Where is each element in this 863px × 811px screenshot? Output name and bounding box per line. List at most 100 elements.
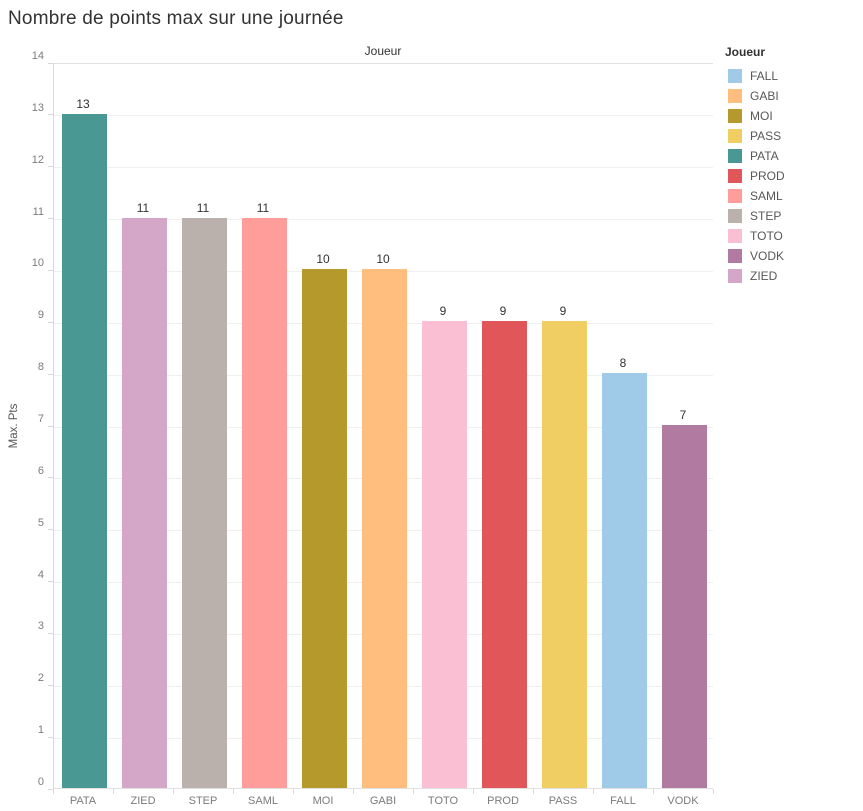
x-axis-tick bbox=[173, 789, 174, 794]
y-axis-tick bbox=[48, 321, 53, 323]
legend-color-swatch bbox=[728, 129, 742, 143]
bar-value-label: 7 bbox=[679, 408, 687, 422]
bar-value-label: 11 bbox=[136, 200, 150, 215]
y-axis-tick bbox=[48, 166, 53, 168]
x-axis-category-label: VODK bbox=[667, 795, 699, 807]
y-axis-tick bbox=[48, 218, 53, 220]
bar-moi[interactable] bbox=[301, 269, 347, 788]
legend-item-fall[interactable]: FALL bbox=[725, 66, 855, 86]
legend-item-saml[interactable]: SAML bbox=[725, 186, 855, 206]
y-axis-tick bbox=[48, 425, 53, 427]
y-axis-tick-label: 10 bbox=[31, 257, 44, 270]
y-axis-tick bbox=[48, 529, 53, 531]
x-axis-tick bbox=[473, 789, 474, 794]
x-axis-category-label: MOI bbox=[312, 795, 334, 807]
y-axis-tick-label: 3 bbox=[37, 620, 44, 633]
legend-item-label: ZIED bbox=[750, 269, 778, 283]
legend-item-label: TOTO bbox=[750, 229, 783, 243]
x-axis-category-label: GABI bbox=[369, 795, 397, 807]
y-axis-tick bbox=[48, 114, 53, 116]
y-axis-tick-label: 11 bbox=[32, 205, 44, 218]
bar-value-label: 10 bbox=[316, 252, 330, 267]
legend-item-moi[interactable]: MOI bbox=[725, 106, 855, 126]
x-axis-tick bbox=[413, 789, 414, 794]
bar-gabi[interactable] bbox=[361, 269, 407, 788]
legend-item-label: GABI bbox=[750, 89, 779, 103]
bar-value-label: 9 bbox=[559, 304, 567, 319]
y-axis-tick bbox=[48, 736, 53, 738]
bar-value-label: 13 bbox=[76, 96, 90, 111]
x-axis-tick bbox=[53, 789, 54, 794]
gridline bbox=[54, 115, 713, 117]
bar-step[interactable] bbox=[181, 217, 227, 788]
bar-pata[interactable] bbox=[61, 113, 107, 788]
bar-vodk[interactable] bbox=[661, 425, 707, 788]
y-axis-tick-label: 5 bbox=[37, 516, 44, 529]
x-axis-tick bbox=[113, 789, 114, 794]
legend-item-label: PROD bbox=[750, 169, 785, 183]
x-axis-category-label: FALL bbox=[610, 795, 636, 807]
plot-area bbox=[53, 63, 713, 789]
y-axis-tick-label: 7 bbox=[37, 413, 44, 425]
bar-saml[interactable] bbox=[241, 217, 287, 788]
bar-fall[interactable] bbox=[601, 373, 647, 788]
x-axis-tick bbox=[293, 789, 294, 794]
y-axis-tick bbox=[48, 62, 53, 64]
y-axis-title: Max. Pts bbox=[8, 403, 20, 449]
x-axis-category-label: PASS bbox=[548, 795, 578, 807]
y-axis-tick-label: 6 bbox=[37, 464, 44, 477]
gridline bbox=[54, 219, 713, 221]
legend-color-swatch bbox=[728, 69, 742, 83]
y-axis-tick bbox=[48, 788, 53, 790]
legend-item-step[interactable]: STEP bbox=[725, 206, 855, 226]
bar-toto[interactable] bbox=[421, 321, 467, 788]
y-axis-tick bbox=[48, 684, 53, 686]
bar-value-label: 9 bbox=[439, 304, 447, 319]
legend-item-prod[interactable]: PROD bbox=[725, 166, 855, 186]
x-axis-category-label: PROD bbox=[487, 795, 519, 807]
bar-prod[interactable] bbox=[481, 321, 527, 788]
x-axis-category-label: PATA bbox=[69, 795, 97, 807]
y-axis-tick-label: 4 bbox=[37, 568, 44, 581]
legend-color-swatch bbox=[728, 249, 742, 263]
y-axis-tick-label: 1 bbox=[37, 724, 44, 737]
legend-item-zied[interactable]: ZIED bbox=[725, 266, 855, 286]
legend-color-swatch bbox=[728, 229, 742, 243]
gridline bbox=[54, 167, 713, 169]
legend-color-swatch bbox=[728, 269, 742, 283]
x-axis-category-label: STEP bbox=[188, 795, 218, 807]
legend-item-gabi[interactable]: GABI bbox=[725, 86, 855, 106]
x-axis-tick bbox=[593, 789, 594, 794]
y-axis-tick bbox=[48, 373, 53, 375]
y-axis-tick-label: 12 bbox=[31, 153, 44, 166]
legend-color-swatch bbox=[728, 169, 742, 183]
chart-title: Nombre de points max sur une journée bbox=[8, 8, 344, 29]
legend-item-label: MOI bbox=[750, 109, 773, 123]
legend-item-pass[interactable]: PASS bbox=[725, 126, 855, 146]
legend-title: Joueur bbox=[725, 45, 766, 59]
legend-item-label: STEP bbox=[750, 209, 782, 223]
bar-pass[interactable] bbox=[541, 321, 587, 788]
bar-zied[interactable] bbox=[121, 217, 167, 788]
legend-item-label: SAML bbox=[750, 189, 783, 203]
y-axis-tick bbox=[48, 477, 53, 479]
x-axis-tick bbox=[533, 789, 534, 794]
legend-item-pata[interactable]: PATA bbox=[725, 146, 855, 166]
x-axis-category-label: SAML bbox=[248, 795, 278, 807]
column-axis-header: Joueur bbox=[364, 44, 402, 58]
bar-value-label: 9 bbox=[499, 304, 507, 319]
bar-value-label: 11 bbox=[256, 200, 270, 215]
legend-color-swatch bbox=[728, 209, 742, 223]
legend-color-swatch bbox=[728, 89, 742, 103]
legend-item-vodk[interactable]: VODK bbox=[725, 246, 855, 266]
x-axis-category-label: TOTO bbox=[427, 795, 459, 807]
x-axis-tick bbox=[653, 789, 654, 794]
y-axis-tick-label: 0 bbox=[37, 776, 44, 788]
legend-item-toto[interactable]: TOTO bbox=[725, 226, 855, 246]
legend-color-swatch bbox=[728, 109, 742, 123]
y-axis-tick-label: 13 bbox=[31, 101, 44, 114]
y-axis-tick-label: 9 bbox=[37, 309, 44, 322]
legend-item-label: PASS bbox=[750, 129, 782, 143]
x-axis-tick bbox=[713, 789, 714, 794]
x-axis-category-label: ZIED bbox=[130, 795, 156, 807]
